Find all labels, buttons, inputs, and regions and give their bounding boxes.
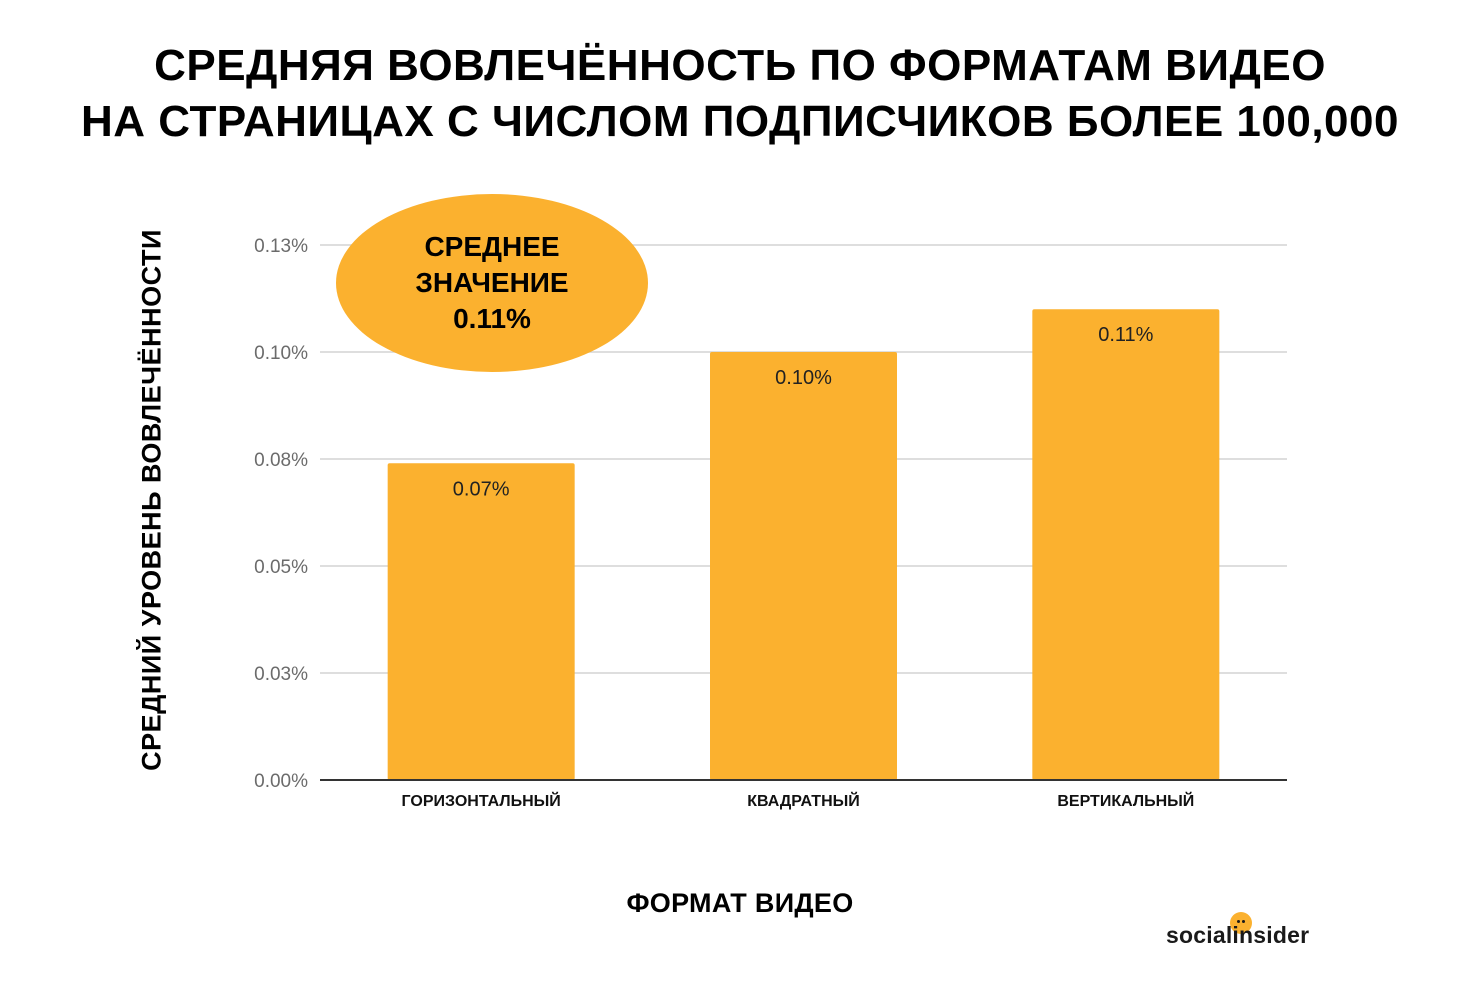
x-axis-title: ФОРМАТ ВИДЕО (626, 888, 854, 918)
bar (1032, 309, 1220, 780)
y-tick-label: 0.05% (254, 557, 308, 578)
average-badge-line-1: СРЕДНЕЕ (424, 231, 560, 262)
average-badge-value: 0.11% (453, 303, 531, 334)
chart-title-line-1: СРЕДНЯЯ ВОВЛЕЧЁННОСТЬ ПО ФОРМАТАМ ВИДЕО (154, 41, 1326, 90)
bar (387, 463, 575, 780)
chart-title-line-2: НА СТРАНИЦАХ С ЧИСЛОМ ПОДПИСЧИКОВ БОЛЕЕ … (81, 97, 1399, 146)
x-category-label: ВЕРТИКАЛЬНЫЙ (1057, 791, 1194, 810)
brand-face-icon (1230, 912, 1252, 934)
brand-logo: socialinsider (1166, 922, 1310, 948)
chart-title: СРЕДНЯЯ ВОВЛЕЧЁННОСТЬ ПО ФОРМАТАМ ВИДЕО … (0, 38, 1480, 150)
y-tick-label: 0.03% (254, 664, 308, 685)
average-value-badge: СРЕДНЕЕ ЗНАЧЕНИЕ 0.11% (336, 194, 648, 372)
y-tick-label: 0.13% (254, 236, 308, 257)
y-tick-label: 0.00% (254, 771, 308, 792)
x-category-label: КВАДРАТНЫЙ (747, 791, 860, 810)
bar-data-label: 0.10% (775, 367, 832, 389)
bar-data-label: 0.11% (1098, 324, 1153, 346)
x-category-label: ГОРИЗОНТАЛЬНЫЙ (402, 791, 561, 810)
average-badge-line-2: ЗНАЧЕНИЕ (415, 267, 569, 298)
bar-data-label: 0.07% (453, 478, 510, 500)
y-tick-label: 0.10% (254, 343, 308, 364)
bar (710, 352, 897, 780)
y-tick-label: 0.08% (254, 450, 308, 471)
